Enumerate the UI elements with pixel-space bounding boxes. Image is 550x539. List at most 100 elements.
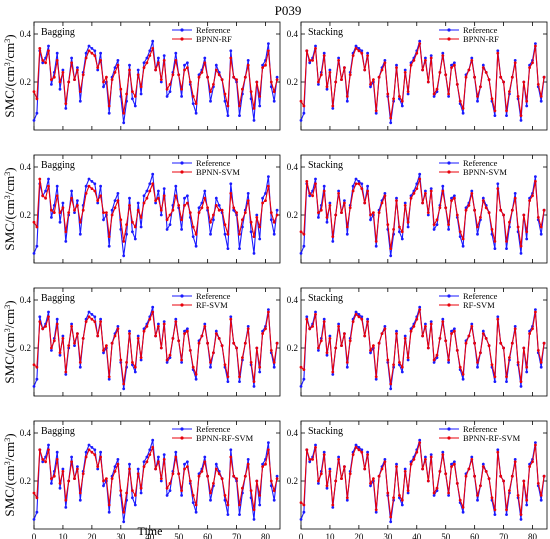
model-point [415, 450, 419, 454]
model-point [383, 194, 387, 198]
model-point [487, 211, 491, 215]
model-point [168, 482, 172, 485]
model-point [389, 247, 393, 251]
model-point [96, 334, 100, 338]
model-point [429, 455, 433, 459]
model-point [484, 206, 488, 210]
reference-point [209, 498, 212, 502]
model-point [99, 320, 102, 323]
model-point [470, 192, 474, 195]
reference-point [357, 313, 361, 316]
model-point [58, 351, 62, 355]
reference-point [217, 204, 221, 207]
reference-point [505, 513, 508, 516]
model-point [217, 337, 221, 340]
reference-point [400, 370, 404, 374]
model-point [395, 199, 398, 203]
model-point [252, 380, 256, 383]
reference-point [32, 518, 36, 521]
reference-point [328, 334, 332, 338]
reference-point [214, 462, 218, 466]
model-point [369, 213, 372, 217]
reference-point [136, 201, 140, 205]
model-point [412, 59, 416, 62]
model-point [534, 180, 537, 183]
model-point [269, 479, 273, 483]
model-point [522, 479, 526, 483]
model-point [487, 477, 491, 480]
model-point [206, 474, 210, 478]
reference-point [275, 75, 279, 79]
model-point [455, 83, 459, 86]
model-point [128, 68, 131, 72]
reference-point [450, 329, 453, 333]
reference-point [157, 455, 160, 459]
model-point [38, 47, 42, 50]
model-point [473, 208, 476, 212]
model-point [432, 92, 436, 96]
x-tick-label: 40 [412, 532, 422, 539]
reference-point [513, 325, 517, 328]
model-point [435, 353, 439, 357]
plot-frame [300, 420, 548, 530]
model-point [168, 83, 172, 86]
model-point [343, 201, 346, 205]
model-point [64, 102, 68, 105]
model-point [206, 75, 210, 79]
reference-point [403, 467, 407, 471]
model-point [252, 235, 256, 239]
model-point [35, 97, 39, 101]
reference-point [186, 194, 189, 198]
reference-point [162, 320, 166, 323]
reference-point [406, 92, 410, 96]
model-point [96, 199, 100, 203]
x-axis-label: Time [138, 524, 163, 538]
model-point [424, 458, 427, 461]
reference-point [383, 458, 387, 461]
reference-point [258, 104, 262, 108]
model-point [302, 232, 306, 236]
model-point [328, 71, 332, 74]
reference-point [441, 51, 445, 55]
model-point [325, 484, 329, 488]
model-point [334, 213, 338, 217]
model-point [458, 365, 462, 369]
reference-point [107, 377, 111, 381]
model-point [357, 315, 361, 319]
model-point [255, 479, 259, 483]
reference-point [203, 455, 207, 459]
model-point [345, 225, 349, 229]
model-point [47, 49, 50, 53]
model-point [450, 465, 453, 468]
model-point [531, 194, 534, 198]
model-point [188, 349, 192, 352]
model-point [479, 85, 482, 89]
model-point [81, 472, 85, 476]
model-point [107, 375, 111, 379]
legend-reference-label: Reference [196, 158, 231, 168]
model-point [180, 87, 184, 91]
model-point [159, 208, 163, 212]
reference-point [226, 247, 230, 251]
model-point [406, 220, 410, 224]
model-point [409, 63, 413, 67]
model-point [424, 59, 427, 62]
reference-point [272, 232, 276, 236]
reference-point [154, 201, 158, 205]
model-point [311, 194, 314, 198]
model-point [105, 75, 108, 79]
model-point [194, 232, 198, 236]
model-point [386, 223, 390, 227]
model-point [406, 489, 410, 492]
reference-point [325, 220, 329, 224]
y-axis-label-part: ) [2, 167, 17, 171]
reference-point [113, 199, 117, 203]
model-point [255, 346, 259, 350]
reference-point [525, 503, 529, 507]
legend-model-marker [447, 303, 451, 307]
model-point [238, 503, 241, 507]
reference-point [128, 462, 131, 466]
model-point [490, 228, 494, 231]
panels-group: 0.20.4 Bagging ReferenceBPNN-RFSMC/(cm3/cm… [2, 21, 548, 539]
reference-point [58, 220, 62, 224]
